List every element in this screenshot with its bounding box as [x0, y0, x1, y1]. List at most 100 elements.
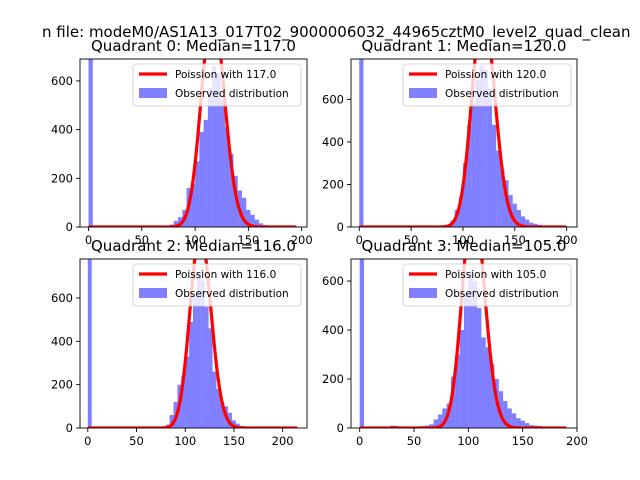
legend-label: Observed distribution [175, 88, 289, 100]
histogram-bar [481, 337, 486, 428]
histogram-bar [231, 420, 236, 428]
y-tick-label: 400 [322, 323, 344, 337]
x-tick-label: 200 [566, 434, 588, 448]
histogram-bar [450, 376, 456, 428]
x-tick-label: 0 [356, 434, 363, 448]
histogram-bar [224, 127, 230, 227]
y-tick-label: 400 [51, 334, 73, 348]
histogram-bar [529, 222, 534, 227]
y-tick-label: 600 [51, 291, 73, 305]
histogram-bar [503, 401, 508, 428]
histogram-bar [241, 197, 247, 227]
histogram-bar [491, 124, 497, 227]
panel-0: 0 50 100 150 200 0 200 400 600 Poission with 117.… [51, 37, 313, 247]
legend-bar-swatch [139, 288, 167, 298]
x-tick-label: 0 [356, 233, 363, 247]
x-tick-label: 150 [237, 233, 259, 247]
histogram-bar [195, 161, 200, 227]
histogram-bar [483, 69, 488, 227]
histogram-bar [220, 100, 225, 227]
y-tick-label: 0 [66, 220, 73, 234]
legend-label: Poission with 116.0 [175, 269, 276, 281]
x-tick-label: 150 [512, 434, 534, 448]
histogram-bar [250, 214, 255, 227]
legend-box [402, 263, 572, 307]
axes-frame [350, 258, 578, 429]
histogram-bar [185, 356, 190, 428]
x-tick-label: 0 [85, 233, 92, 247]
histogram-bar [181, 376, 186, 428]
x-tick-label: 50 [407, 434, 422, 448]
histogram-bar [500, 169, 505, 227]
histogram-bar [228, 412, 232, 428]
histogram-bar [468, 271, 473, 428]
histogram-bar [193, 295, 197, 428]
x-tick-label: 50 [404, 233, 419, 247]
x-tick-label: 150 [223, 434, 245, 448]
histogram-bar [229, 153, 234, 227]
histogram-bar [433, 419, 438, 428]
axes-frame [350, 58, 578, 228]
x-tick-label: 100 [452, 233, 474, 247]
panel-2: 0 50 100 150 200 0 200 400 600 Poission with 116.… [51, 237, 308, 448]
histogram-bar [490, 364, 495, 428]
histogram-bar [437, 414, 443, 428]
panel-1: 0 50 100 150 200 0 200 400 600 Poission with 120.… [322, 37, 578, 247]
x-tick-label: 100 [174, 434, 196, 448]
panel-title: Quadrant 0: Median=117.0 [91, 37, 296, 55]
histogram-bar [475, 80, 480, 227]
y-tick-label: 600 [51, 74, 73, 88]
x-tick-label: 200 [556, 233, 578, 247]
histogram-bar [87, 259, 92, 428]
histogram-bar [485, 347, 491, 428]
legend-box [132, 63, 302, 107]
histogram-bar [216, 73, 221, 227]
histogram-bar [512, 203, 517, 227]
panel-title: Quadrant 3: Median=105.0 [362, 237, 567, 255]
panel-title: Quadrant 1: Median=120.0 [362, 37, 567, 55]
plot-area [358, 59, 568, 227]
histogram-bar [429, 424, 434, 428]
histogram-bar [259, 223, 264, 227]
x-tick-label: 200 [291, 233, 313, 247]
y-tick-label: 400 [51, 123, 73, 137]
x-tick-label: 150 [504, 233, 526, 247]
histogram-bar [525, 219, 530, 227]
histogram-bar [212, 66, 217, 227]
histogram-bar [233, 175, 238, 227]
histogram-bar [203, 119, 208, 227]
histogram-bar [516, 209, 522, 227]
histogram-bar [507, 408, 512, 428]
x-tick-label: 50 [129, 434, 144, 448]
y-tick-label: 0 [337, 220, 344, 234]
y-tick-label: 0 [66, 421, 73, 435]
histogram-bar [173, 220, 179, 227]
x-tick-label: 0 [84, 434, 91, 448]
y-tick-label: 200 [51, 171, 73, 185]
legend-label: Poission with 117.0 [175, 69, 276, 81]
histogram-bar [511, 413, 517, 428]
y-tick-label: 200 [51, 378, 73, 392]
histogram-bar [220, 402, 225, 428]
histogram-bar [458, 197, 463, 227]
histogram-bar [442, 408, 447, 428]
histogram-bar [207, 88, 213, 227]
histogram-bar [212, 371, 217, 428]
legend-label: Poission with 105.0 [445, 269, 546, 281]
y-tick-label: 600 [322, 274, 344, 288]
histogram-bar [477, 307, 482, 428]
y-tick-label: 400 [322, 135, 344, 149]
y-tick-label: 200 [322, 177, 344, 191]
x-tick-label: 100 [457, 434, 479, 448]
histogram-bar [524, 423, 530, 428]
y-tick-label: 200 [322, 372, 344, 386]
axes-frame [79, 58, 308, 228]
legend-bar-swatch [409, 288, 437, 298]
histogram-bar [471, 103, 476, 227]
x-tick-label: 100 [184, 233, 206, 247]
histogram-bar [487, 88, 492, 227]
legend-label: Observed distribution [175, 288, 289, 300]
histogram-bar [479, 65, 484, 227]
x-tick-label: 50 [134, 233, 149, 247]
